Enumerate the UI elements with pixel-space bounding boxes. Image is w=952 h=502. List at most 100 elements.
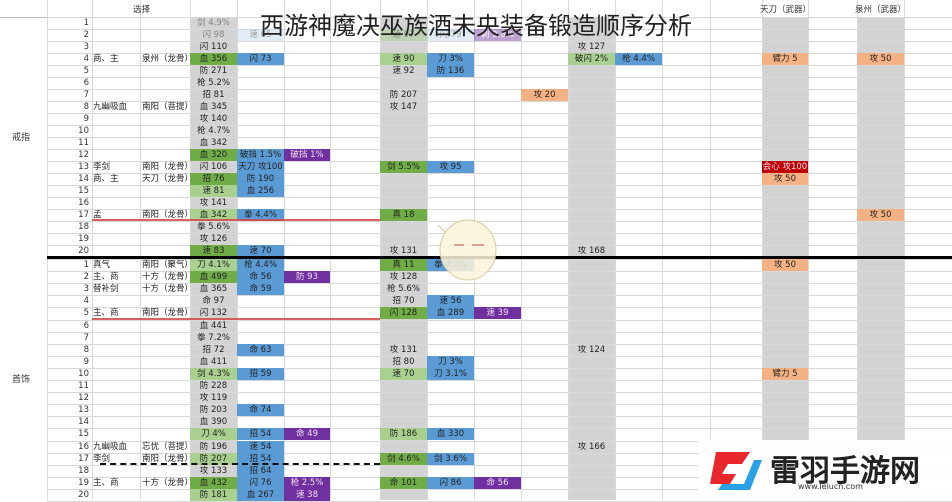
stat-cell[interactable]: 攻 119 — [199, 393, 228, 404]
source-cell[interactable]: 天刀（龙骨） — [142, 174, 189, 184]
stat-cell[interactable]: 命 56 — [237, 271, 284, 284]
row-number[interactable]: 13 — [78, 162, 89, 172]
stat-cell[interactable]: 闪 132 — [199, 308, 228, 319]
stat-cell[interactable]: 刀 3.1% — [427, 367, 474, 380]
row-number[interactable]: 9 — [83, 356, 89, 367]
stat-cell[interactable]: 闪 106 — [199, 162, 228, 172]
stat-cell[interactable]: 命 74 — [237, 404, 284, 417]
source-cell[interactable]: 南阳（聚气） — [142, 260, 189, 270]
stat-cell[interactable]: 血 432 — [190, 476, 237, 489]
source-cell[interactable]: 南阳（龙骨） — [142, 162, 189, 172]
stat-cell[interactable]: 闪 79 — [427, 29, 474, 41]
stat-cell[interactable]: 攻 131 — [389, 246, 418, 256]
stat-cell[interactable]: 拳 5.6% — [197, 222, 230, 232]
player-name-cell[interactable]: 商、主 — [93, 174, 119, 184]
source-cell[interactable]: 南阳（菩提） — [142, 102, 189, 112]
stat-cell[interactable]: 刀 3% — [427, 355, 474, 368]
player-name-cell[interactable]: 真气 — [93, 260, 111, 270]
stat-cell[interactable]: 枪 4.4% — [615, 53, 662, 65]
stat-cell[interactable]: 枪 5.6% — [387, 284, 420, 295]
source-cell[interactable]: 南阳（龙骨） — [142, 210, 189, 220]
stat-cell[interactable]: 防 190 — [237, 173, 284, 185]
stat-cell[interactable]: 血 345 — [199, 102, 228, 112]
row-number[interactable]: 19 — [78, 234, 89, 244]
stat-cell[interactable]: 速 56 — [427, 295, 474, 308]
stat-cell[interactable]: 速 70 — [237, 245, 284, 257]
stat-cell[interactable]: 血 342 — [199, 138, 228, 148]
stat-cell[interactable]: 闪 86 — [427, 476, 474, 489]
stat-cell[interactable]: 防 136 — [427, 65, 474, 77]
stat-cell[interactable]: 速 70 — [380, 367, 427, 380]
stat-cell[interactable]: 速 97 — [380, 29, 427, 41]
row-number[interactable]: 6 — [83, 78, 89, 88]
stat-cell[interactable]: 剑 3.6% — [427, 452, 474, 465]
row-number[interactable]: 4 — [83, 296, 89, 307]
row-number[interactable]: 18 — [78, 465, 89, 476]
stat-cell[interactable]: 血 320 — [190, 149, 237, 161]
row-number[interactable]: 11 — [78, 138, 89, 148]
stat-cell[interactable]: 招 80 — [392, 356, 415, 367]
stat-cell[interactable]: 闪 110 — [199, 42, 228, 52]
stat-cell[interactable]: 防 181 — [190, 488, 237, 501]
stat-cell[interactable]: 速 81 — [190, 185, 237, 197]
row-number[interactable]: 16 — [78, 198, 89, 208]
stat-cell[interactable]: 闪 76 — [237, 476, 284, 489]
stat-cell[interactable]: 攻 50 — [762, 259, 808, 271]
player-name-cell[interactable]: 主、商 — [93, 308, 119, 319]
stat-cell[interactable]: 臂力 5 — [762, 367, 808, 380]
source-cell[interactable]: 南阳（龙骨） — [142, 308, 189, 319]
row-number[interactable]: 3 — [83, 284, 89, 295]
row-number[interactable]: 14 — [78, 417, 89, 428]
stat-cell[interactable]: 防 196 — [199, 441, 228, 452]
stat-cell[interactable]: 招 81 — [202, 90, 225, 100]
stat-cell[interactable]: 拳 4.4% — [237, 209, 284, 221]
row-number[interactable]: 15 — [78, 429, 89, 440]
stat-cell[interactable]: 会心 攻100 — [762, 161, 808, 173]
stat-cell[interactable]: 攻 128 — [389, 272, 418, 283]
stat-cell[interactable]: 刀 4% — [190, 428, 237, 441]
row-number[interactable]: 7 — [83, 90, 89, 100]
row-number[interactable]: 4 — [83, 54, 89, 64]
source-cell[interactable]: 泉州（龙骨） — [142, 54, 189, 64]
row-number[interactable]: 17 — [78, 453, 89, 464]
row-number[interactable]: 19 — [78, 477, 89, 488]
player-name-cell[interactable]: 主、商 — [93, 272, 119, 283]
stat-cell[interactable]: 速 90 — [380, 53, 427, 65]
player-name-cell[interactable]: 孟 — [93, 210, 102, 220]
stat-cell[interactable]: 剑 5.5% — [380, 161, 427, 173]
row-number[interactable]: 18 — [78, 222, 89, 232]
stat-cell[interactable]: 速 83 — [190, 245, 237, 257]
row-number[interactable]: 9 — [83, 114, 89, 124]
row-number[interactable]: 2 — [83, 30, 89, 40]
row-number[interactable]: 17 — [78, 210, 89, 220]
stat-cell[interactable]: 攻 141 — [199, 198, 228, 208]
stat-cell[interactable]: 真 11 — [380, 259, 427, 271]
stat-cell[interactable]: 刀 4.1% — [190, 259, 237, 271]
stat-cell[interactable]: 防 93 — [284, 271, 330, 284]
source-cell[interactable]: 南阳（龙骨） — [142, 453, 189, 464]
stat-cell[interactable]: 攻 166 — [577, 441, 606, 452]
stat-cell[interactable]: 速 54 — [237, 440, 284, 453]
row-number[interactable]: 15 — [78, 186, 89, 196]
stat-cell[interactable]: 防 271 — [199, 66, 228, 76]
stat-cell[interactable]: 招 70 — [392, 296, 415, 307]
stat-cell[interactable]: 攻 95 — [427, 161, 474, 173]
stat-cell[interactable]: 防 207 — [190, 452, 237, 465]
stat-cell[interactable]: 速 38 — [284, 488, 330, 501]
row-number[interactable]: 6 — [83, 320, 89, 331]
stat-cell[interactable]: 速 39 — [474, 307, 521, 320]
stat-cell[interactable]: 剑 4.9% — [197, 18, 230, 28]
row-number[interactable]: 20 — [78, 246, 89, 256]
stat-cell[interactable]: 招 54 — [237, 452, 284, 465]
stat-cell[interactable]: 命 59 — [237, 283, 284, 296]
row-number[interactable]: 13 — [78, 405, 89, 416]
row-number[interactable]: 11 — [78, 381, 89, 391]
stat-cell[interactable]: 臂力 5 — [762, 53, 808, 65]
stat-cell[interactable]: 招 59 — [237, 367, 284, 380]
stat-cell[interactable]: 攻 50 — [857, 53, 904, 65]
row-number[interactable]: 10 — [78, 368, 89, 379]
stat-cell[interactable]: 闪 98 — [202, 30, 225, 40]
stat-cell[interactable]: 攻 124 — [577, 344, 606, 355]
stat-cell[interactable]: 攻 127 — [577, 42, 606, 52]
player-name-cell[interactable]: 九幽吸血 — [93, 441, 128, 452]
